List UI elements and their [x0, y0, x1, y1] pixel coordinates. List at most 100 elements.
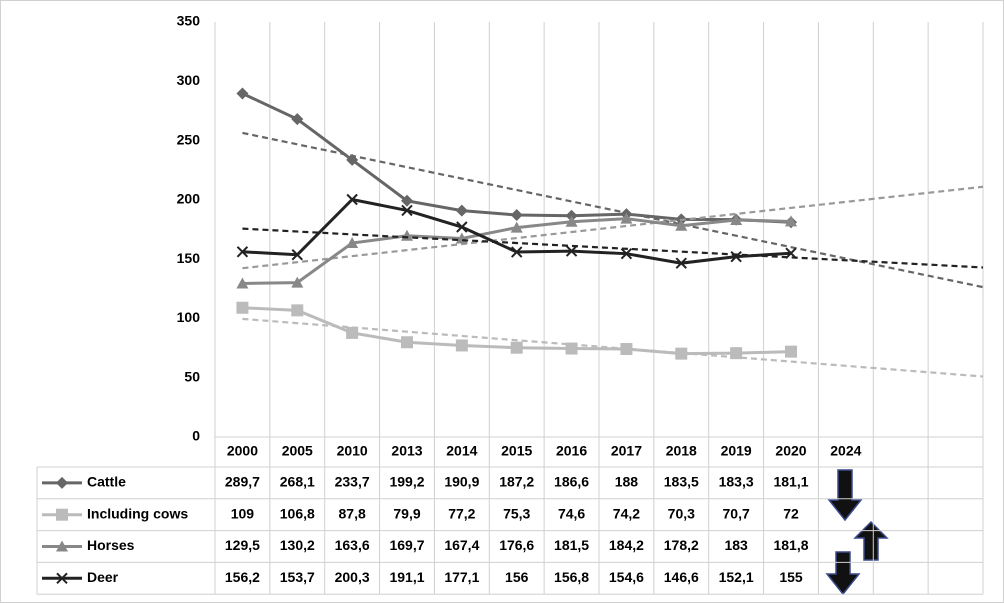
table-value: 184,2 [609, 537, 644, 553]
table-value: 200,3 [335, 569, 370, 585]
table-value: 183,5 [664, 474, 699, 490]
table-value: 155 [779, 569, 803, 585]
y-tick-label: 250 [177, 131, 201, 147]
table-value: 177,1 [444, 569, 479, 585]
point [455, 339, 468, 352]
x-tick-label: 2013 [391, 443, 422, 459]
point [56, 572, 68, 585]
table-value: 190,9 [444, 474, 479, 490]
point [785, 345, 797, 358]
table-value: 167,4 [444, 537, 479, 553]
down-arrow [827, 469, 863, 522]
point [56, 540, 68, 552]
point [56, 508, 68, 521]
point [620, 247, 633, 260]
y-tick-label: 50 [184, 368, 200, 384]
point [730, 347, 743, 360]
y-tick-label: 200 [177, 191, 201, 207]
point [346, 326, 359, 339]
series [236, 193, 984, 269]
point [785, 247, 797, 259]
table-value: 178,2 [664, 537, 699, 553]
series [236, 301, 984, 378]
point [456, 221, 468, 233]
table-value: 129,5 [225, 537, 260, 553]
x-tick-label: 2016 [556, 443, 587, 459]
table-value: 188 [615, 474, 639, 490]
point [510, 221, 523, 233]
table-value: 191,1 [389, 569, 424, 585]
point [236, 277, 249, 289]
point [730, 214, 743, 226]
arrows [825, 469, 889, 596]
table-value: 156,8 [554, 569, 589, 585]
table-value: 186,6 [554, 474, 589, 490]
table-value: 74,2 [613, 505, 640, 521]
point [401, 336, 413, 349]
x-tick-label: 2014 [446, 443, 477, 459]
point [511, 246, 523, 258]
x-tick-label: 2024 [830, 443, 861, 459]
point [236, 87, 249, 100]
table-value: 146,6 [664, 569, 699, 585]
point [510, 209, 523, 222]
table-value: 130,2 [280, 537, 315, 553]
legend-label: Deer [87, 569, 119, 585]
y-tick-label: 150 [177, 250, 201, 266]
table-value: 70,3 [668, 505, 695, 521]
point [291, 249, 303, 261]
table-value: 74,6 [558, 505, 585, 521]
table-value: 70,7 [723, 505, 750, 521]
table-value: 233,7 [335, 474, 370, 490]
table-value: 87,8 [339, 505, 366, 521]
table-value: 183 [724, 537, 748, 553]
point [565, 342, 578, 355]
legend-label: Horses [87, 537, 135, 553]
point [675, 257, 687, 269]
point [675, 219, 688, 231]
table-value: 154,6 [609, 569, 644, 585]
table-value: 176,6 [499, 537, 534, 553]
point [565, 245, 578, 257]
point [236, 246, 249, 258]
point [565, 215, 578, 227]
table-value: 289,7 [225, 474, 260, 490]
point [455, 204, 468, 217]
down-arrow [825, 551, 861, 596]
table-value: 153,7 [280, 569, 315, 585]
point [236, 301, 249, 314]
table-value: 72 [783, 505, 799, 521]
x-tick-label: 2005 [282, 443, 313, 459]
y-tick-label: 100 [177, 309, 201, 325]
x-tick-label: 2020 [775, 443, 806, 459]
up-arrow [853, 520, 889, 561]
point [401, 194, 413, 207]
point [675, 347, 688, 360]
y-tick-label: 350 [177, 13, 201, 29]
table-value: 181,8 [773, 537, 808, 553]
table-value: 77,2 [448, 505, 475, 521]
x-tick-label: 2010 [337, 443, 368, 459]
trendline [242, 131, 984, 289]
point [620, 212, 633, 224]
x-tick-label: 2000 [227, 443, 258, 459]
point [730, 250, 742, 263]
legend-label: Cattle [87, 474, 126, 490]
point [401, 204, 413, 217]
table-value: 199,2 [389, 474, 424, 490]
trendline [242, 185, 984, 270]
point [291, 276, 304, 288]
point [56, 476, 68, 489]
table-value: 181,5 [554, 537, 589, 553]
trendline [242, 227, 984, 269]
point [291, 113, 304, 126]
table-value: 75,3 [503, 505, 530, 521]
point [346, 237, 359, 249]
table-value: 169,7 [389, 537, 424, 553]
table-value: 181,1 [773, 474, 808, 490]
y-tick-label: 0 [192, 428, 200, 444]
table-value: 106,8 [280, 505, 315, 521]
table-value: 268,1 [280, 474, 315, 490]
table-value: 156 [505, 569, 529, 585]
